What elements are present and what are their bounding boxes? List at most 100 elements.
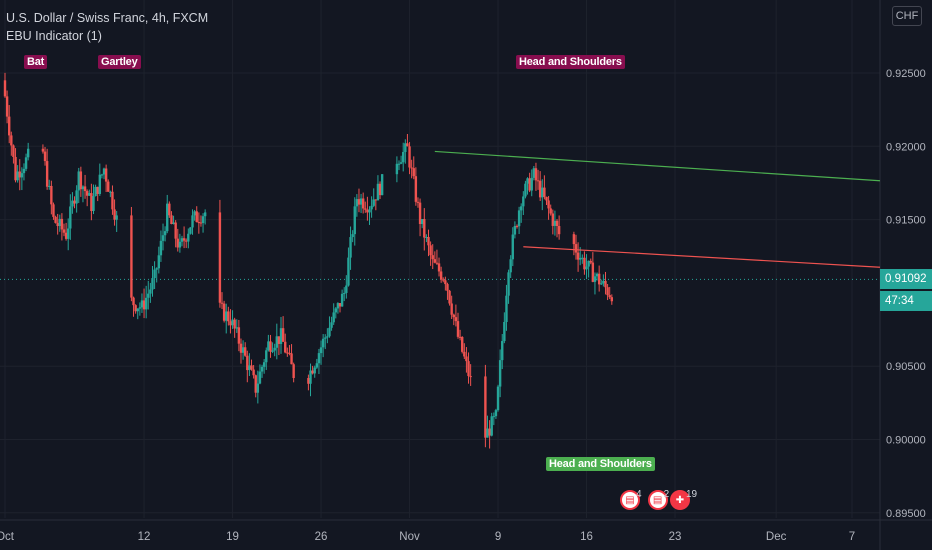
candle-body: [492, 416, 496, 418]
candle-body: [484, 376, 487, 438]
candle-body: [256, 383, 260, 393]
candle-body: [315, 363, 319, 368]
candle-body: [343, 292, 346, 294]
candle-body: [395, 163, 399, 175]
candle-body: [176, 238, 179, 248]
candle-body: [113, 209, 116, 220]
candle-body: [465, 356, 468, 362]
pattern-label-bat: Bat: [24, 55, 48, 69]
candle-body: [364, 208, 367, 210]
candle-body: [26, 148, 30, 158]
candle-body: [429, 245, 432, 256]
candle-body: [248, 365, 251, 371]
symbol-title[interactable]: U.S. Dollar / Swiss Franc, 4h, FXCM: [6, 11, 209, 25]
candle-body: [496, 386, 500, 411]
candle-body: [149, 289, 152, 294]
candle-body: [90, 193, 93, 212]
candle-body: [374, 199, 378, 201]
candle-body: [357, 199, 361, 205]
candle-body: [233, 319, 236, 329]
candle-body: [536, 180, 540, 182]
candle-body: [547, 200, 550, 209]
candle-body: [376, 183, 380, 201]
candle-body: [490, 416, 493, 436]
candle-body: [178, 241, 182, 248]
economic-events-ch[interactable]: ✚ 19: [670, 489, 697, 510]
candle-body: [410, 167, 413, 169]
candle-body: [73, 200, 76, 204]
candle-body: [353, 206, 356, 235]
candle-body: [404, 143, 407, 153]
candle-body: [220, 302, 224, 304]
candle-body: [52, 204, 55, 217]
candle-body: [45, 161, 49, 187]
swiss-flag-icon[interactable]: ✚: [670, 490, 690, 510]
candle-body: [275, 336, 278, 348]
us-flag-icon[interactable]: ▤: [620, 490, 640, 510]
candle-body: [359, 198, 363, 205]
candle-body: [581, 257, 584, 259]
event-count: 4: [636, 488, 642, 500]
trendline-red: [523, 246, 881, 268]
candle-body: [166, 203, 169, 232]
candle-body: [591, 262, 595, 282]
candle-body: [326, 336, 329, 338]
candle-body: [406, 143, 409, 147]
us-flag-icon[interactable]: ▤: [647, 490, 668, 510]
candle-body: [290, 353, 293, 365]
candle-body: [277, 336, 281, 344]
candle-body: [517, 210, 521, 227]
candle-body: [372, 199, 375, 206]
candle-body: [239, 343, 243, 353]
candle-body: [442, 279, 445, 281]
candle-body: [147, 293, 150, 298]
candle-body: [56, 222, 59, 227]
candle-body: [79, 171, 83, 190]
candle-body: [96, 186, 99, 194]
last-price-label: 0.91092: [880, 269, 932, 289]
candle-body: [347, 257, 350, 286]
candle-body: [151, 278, 154, 290]
indicator-name[interactable]: EBU Indicator (1): [6, 29, 102, 43]
candle-body: [532, 168, 536, 178]
trendline-green: [434, 150, 881, 182]
candle-body: [507, 272, 510, 296]
bar-countdown-label: 47:34: [880, 291, 932, 311]
candle-body: [418, 202, 422, 225]
candle-body: [130, 215, 133, 298]
candle-body: [380, 174, 384, 196]
candle-body: [260, 366, 264, 372]
y-tick-label: 0.92000: [886, 141, 926, 153]
candle-body: [520, 206, 523, 211]
candle-body: [589, 260, 592, 263]
candle-body: [24, 157, 28, 169]
x-tick-label: Oct: [0, 531, 15, 543]
candle-body: [8, 116, 11, 136]
candle-body: [351, 234, 354, 238]
candle-body: [267, 341, 270, 351]
candle-body: [235, 327, 238, 329]
candle-body: [43, 151, 47, 162]
currency-button[interactable]: CHF: [892, 6, 922, 26]
candle-body: [528, 178, 531, 191]
candle-body: [446, 284, 449, 291]
candle-body: [515, 225, 519, 227]
candle-body: [201, 216, 205, 223]
candle-body: [250, 365, 253, 370]
candle-body: [461, 336, 464, 352]
candle-body: [338, 303, 342, 307]
candle-body: [241, 347, 245, 353]
economic-events-us[interactable]: ▤ 4 ▤ 2: [620, 488, 669, 510]
x-tick-label: Dec: [766, 531, 787, 543]
candle-body: [593, 276, 597, 282]
pattern-label-head-and-shoulders-bottom: Head and Shoulders: [546, 457, 655, 471]
candle-body: [425, 237, 428, 239]
candle-body: [330, 322, 333, 328]
x-tick-label: 19: [226, 531, 239, 543]
chart-header: U.S. Dollar / Swiss Franc, 4h, FXCM EBU …: [6, 9, 208, 45]
x-tick-label: 16: [580, 531, 593, 543]
candle-body: [604, 280, 607, 288]
candle-body: [111, 191, 114, 210]
